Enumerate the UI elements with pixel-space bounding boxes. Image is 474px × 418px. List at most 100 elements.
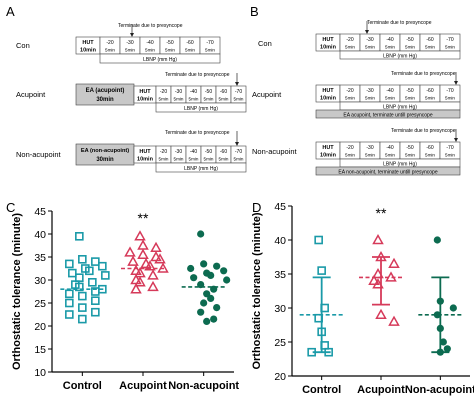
panel-label-b: B xyxy=(250,4,259,19)
panel-c-point-non-acupoint xyxy=(210,315,218,323)
a-non-stage-2-duration: 5min xyxy=(189,156,199,161)
panel-c-point-non-acupoint xyxy=(187,264,195,273)
b-non-stage-4-pressure: -60 xyxy=(426,145,433,151)
panel-c-x-tick-label: Control xyxy=(63,380,102,392)
panel-c-point-non-acupoint xyxy=(197,230,205,238)
a-acu-stage-4-pressure: -60 xyxy=(220,89,227,95)
a-con-stage-1-pressure: -30 xyxy=(126,40,133,46)
b-con-stage-1-pressure: -30 xyxy=(366,37,373,43)
a-non-stage-5-pressure: -70 xyxy=(235,149,242,155)
b-non-stage-3-pressure: -50 xyxy=(406,145,413,151)
panel-c-y-tick-label: 20 xyxy=(34,321,46,333)
a-acu-stage-0-pressure: -20 xyxy=(160,89,167,95)
a-con-stage-0-duration: 5min xyxy=(105,47,115,52)
b-acu-stage-2-pressure: -40 xyxy=(386,88,393,94)
panel-c-point-non-acupoint xyxy=(220,267,228,275)
panel-c-point-control xyxy=(65,298,74,308)
b-con-stage-0-duration: 5min xyxy=(345,44,355,49)
b-non-stage-5-duration: 5min xyxy=(445,152,455,157)
a-con-stage-4-pressure: -60 xyxy=(186,40,193,46)
a-non-lbnp-label: LBNP (mm Hg) xyxy=(184,166,218,172)
panel-c-point-control xyxy=(68,268,77,278)
b-non-stage-0-duration: 5min xyxy=(345,152,355,157)
a-acu-ea-label: EA (acupoint) xyxy=(86,88,125,94)
panel-d-point-non-acupoint xyxy=(439,338,447,346)
panel-label-a: A xyxy=(6,4,15,19)
b-con-stage-0-pressure: -20 xyxy=(346,37,353,43)
a-con-lbnp-bar xyxy=(99,53,221,64)
panel-c-point-control xyxy=(65,259,74,269)
b-acu-group-label: Acupoint xyxy=(252,90,282,99)
panel-d-x-tick-label: Acupoint xyxy=(357,384,405,396)
b-non-stage-1-duration: 5min xyxy=(365,152,375,157)
panel-c-point-non-acupoint xyxy=(190,274,198,282)
a-non-stage-3-pressure: -50 xyxy=(205,149,212,155)
panel-d-point-acupoint xyxy=(375,308,387,320)
a-acu-stage-2-pressure: -40 xyxy=(190,89,197,95)
panel-c-point-acupoint xyxy=(137,239,149,250)
a-non-terminate-arrow xyxy=(235,142,239,146)
b-con-lbnp-bar xyxy=(339,50,461,60)
b-con-stage-3-duration: 5min xyxy=(405,44,415,49)
a-non-hut-label: HUT xyxy=(139,149,151,155)
b-acu-terminate-arrow xyxy=(454,81,458,85)
panel-c-point-control xyxy=(65,289,74,299)
panel-c-y-tick-label: 45 xyxy=(34,206,46,218)
a-non-stage-0-duration: 5min xyxy=(159,156,169,161)
panel-c-point-control xyxy=(75,232,84,241)
b-non-stage-5-pressure: -70 xyxy=(446,145,453,151)
b-acu-stage-0-duration: 5min xyxy=(345,95,355,100)
b-acu-stage-4-pressure: -60 xyxy=(426,88,433,94)
panel-c-point-control xyxy=(78,255,87,264)
panel-c-point-non-acupoint xyxy=(200,260,208,268)
a-non-stage-4-duration: 5min xyxy=(219,156,229,161)
b-non-stage-4-duration: 5min xyxy=(425,152,435,157)
panel-c-point-non-acupoint xyxy=(207,294,215,302)
b-con-stage-5-pressure: -70 xyxy=(446,37,453,43)
panel-c-point-acupoint xyxy=(134,230,146,241)
panel-c-significance-label: ** xyxy=(138,210,149,226)
a-con-stage-5-duration: 5min xyxy=(205,47,215,52)
a-con-stage-4-duration: 5min xyxy=(185,47,195,52)
a-non-stage-1-pressure: -30 xyxy=(175,149,182,155)
panel-c-point-control xyxy=(91,307,100,317)
panel-c-point-acupoint xyxy=(137,248,149,259)
panel-c-point-non-acupoint xyxy=(203,317,211,325)
a-con-stage-3-pressure: -50 xyxy=(166,40,173,46)
b-non-hut-duration: 10min xyxy=(320,152,337,158)
a-non-stage-1-duration: 5min xyxy=(174,156,184,161)
panel-c-point-control xyxy=(78,291,87,301)
a-non-stage-3-duration: 5min xyxy=(204,156,214,161)
panel-c-point-control xyxy=(91,296,100,306)
a-acu-stage-1-duration: 5min xyxy=(174,96,184,101)
a-non-ea-label: EA (non-acupoint) xyxy=(81,148,129,154)
panel-label-d: D xyxy=(252,200,261,215)
panel-c-point-control xyxy=(88,277,97,287)
panel-c-point-non-acupoint xyxy=(200,299,208,307)
panel-c-point-acupoint xyxy=(124,246,136,257)
panel-c-point-acupoint xyxy=(130,283,142,294)
b-acu-hut-duration: 10min xyxy=(320,95,337,101)
panel-c-point-non-acupoint xyxy=(213,304,221,312)
panel-d-point-non-acupoint xyxy=(433,236,441,244)
b-acu-stage-4-duration: 5min xyxy=(425,95,435,100)
panel-c-point-acupoint xyxy=(147,280,159,292)
a-non-stage-0-pressure: -20 xyxy=(160,149,167,155)
a-con-hut-label: HUT xyxy=(82,40,94,46)
panel-d-y-tick-label: 40 xyxy=(274,235,286,247)
b-non-stage-2-duration: 5min xyxy=(385,152,395,157)
a-acu-hut-label: HUT xyxy=(139,89,151,95)
b-con-stage-5-duration: 5min xyxy=(445,44,455,49)
a-non-terminate-label: Terminate due to presyncope xyxy=(165,130,230,136)
panel-c-point-control xyxy=(75,282,84,292)
group-label-non-acupoint: Non-acupoint xyxy=(16,150,62,159)
a-con-hut-duration: 10min xyxy=(80,47,97,53)
panel-d-y-tick-label: 30 xyxy=(274,303,286,315)
protocol-panel-a: Con HUT10min-205min-305min-405min-505min-… xyxy=(16,23,247,173)
a-con-stage-1-duration: 5min xyxy=(125,47,135,52)
b-con-stage-2-duration: 5min xyxy=(385,44,395,49)
panel-d-point-non-acupoint xyxy=(449,304,457,312)
b-acu-lbnp-label: LBNP (mm Hg) xyxy=(383,105,417,111)
panel-c-point-control xyxy=(98,261,107,271)
